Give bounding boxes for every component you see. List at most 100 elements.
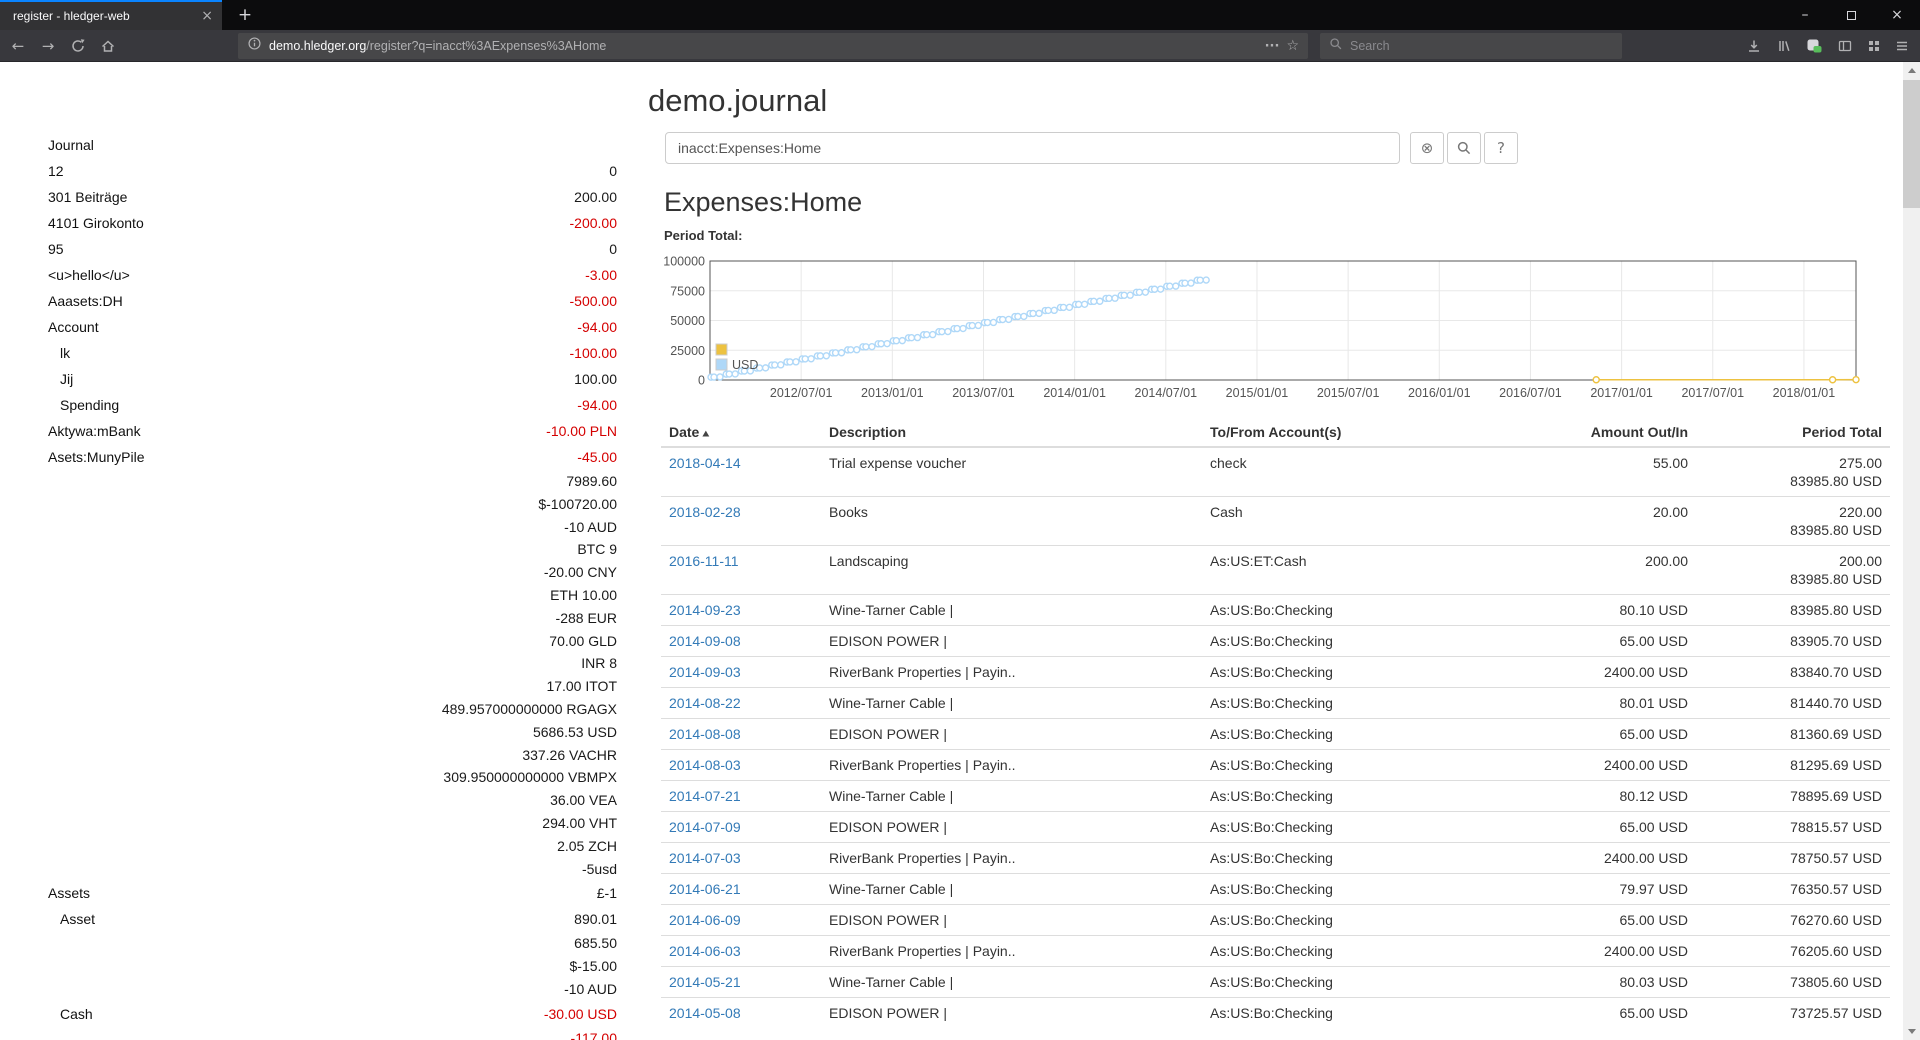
scroll-down-arrow[interactable] xyxy=(1903,1023,1920,1040)
account-link[interactable]: Aaasets:DH xyxy=(48,293,123,309)
page-actions-icon[interactable]: ··· xyxy=(1264,38,1280,54)
account-link[interactable]: Cash xyxy=(60,1005,93,1022)
browser-search-bar[interactable]: Search xyxy=(1320,33,1622,59)
register-row: 2014-09-08 EDISON POWER | As:US:Bo:Checkin… xyxy=(661,625,1890,657)
account-link[interactable]: Jij xyxy=(60,371,74,387)
search-submit-button[interactable] xyxy=(1447,132,1481,164)
period-total: 200.00 83985.80 USD xyxy=(1696,545,1890,595)
clear-circle-icon: ⊗ xyxy=(1420,139,1434,157)
transaction-description: Wine-Tarner Cable | xyxy=(821,687,1202,719)
transaction-date-link[interactable]: 2014-05-08 xyxy=(669,1005,741,1021)
register-row: 2014-08-22 Wine-Tarner Cable | As:US:Bo:Ch… xyxy=(661,687,1890,719)
transaction-description: Wine-Tarner Cable | xyxy=(821,966,1202,998)
transaction-description: EDISON POWER | xyxy=(821,904,1202,936)
reload-button[interactable] xyxy=(64,33,92,59)
query-input[interactable] xyxy=(665,132,1400,164)
extension-button[interactable] xyxy=(1800,33,1828,59)
scrollbar-thumb[interactable] xyxy=(1903,80,1920,208)
svg-text:2017/01/01: 2017/01/01 xyxy=(1590,386,1653,400)
window-maximize-button[interactable] xyxy=(1828,0,1874,30)
transaction-date-link[interactable]: 2014-08-22 xyxy=(669,695,741,711)
scroll-up-arrow[interactable] xyxy=(1903,62,1920,79)
new-tab-button[interactable]: + xyxy=(237,5,253,25)
home-icon xyxy=(101,40,115,52)
account-link[interactable]: Aktywa:mBank xyxy=(48,423,141,439)
search-placeholder: Search xyxy=(1350,39,1390,53)
register-table: Date ▲ Description To/From Account(s) Amo… xyxy=(661,421,1890,1028)
sidebar-account-row: 301 Beiträge 200.00 xyxy=(40,184,617,210)
transaction-date-link[interactable]: 2018-04-14 xyxy=(669,455,741,471)
site-info-icon[interactable] xyxy=(247,36,262,56)
url-bar[interactable]: demo.hledger.org/register?q=inacct%3AExp… xyxy=(238,33,1308,59)
account-balance: 100.00 xyxy=(574,371,617,387)
account-link[interactable]: Account xyxy=(48,319,99,335)
account-balance-line: 337.26 VACHR xyxy=(522,746,617,763)
grid-icon xyxy=(1869,41,1879,51)
account-balance-line: -10 AUD xyxy=(564,518,617,535)
register-row: 2014-06-21 Wine-Tarner Cable | As:US:Bo:Ch… xyxy=(661,873,1890,905)
account-balance: 0 xyxy=(609,163,617,179)
transaction-date-link[interactable]: 2014-07-03 xyxy=(669,850,741,866)
period-total: 73725.57 USD xyxy=(1696,997,1890,1028)
account-link[interactable]: 301 Beiträge xyxy=(48,189,128,205)
window-close-button[interactable]: × xyxy=(1874,0,1920,30)
download-button[interactable] xyxy=(1740,33,1768,59)
transaction-date-link[interactable]: 2014-07-09 xyxy=(669,819,741,835)
sidebar-account-row: Jij 100.00 xyxy=(40,366,617,392)
period-total-chart: 0 25000 50000 75000 100000 2012/07/01 2013/01/… xyxy=(663,255,1860,400)
transaction-amount: 80.10 USD xyxy=(1482,594,1696,626)
sidebar-journal-link[interactable]: Journal xyxy=(48,137,94,153)
sidebar-toggle-button[interactable] xyxy=(1831,33,1859,59)
transaction-date-link[interactable]: 2014-09-03 xyxy=(669,664,741,680)
account-balance-line: -288 EUR xyxy=(555,609,617,626)
transaction-date-link[interactable]: 2016-11-11 xyxy=(669,553,739,569)
transaction-date-link[interactable]: 2014-06-21 xyxy=(669,881,741,897)
download-icon xyxy=(1749,40,1759,52)
help-button[interactable]: ? xyxy=(1484,132,1518,164)
tab-close-icon[interactable]: × xyxy=(201,8,213,24)
sidebar-account-list: 12 0 301 Beiträge 200.00 4101 Girokonto -200.… xyxy=(40,158,617,1040)
transaction-description: EDISON POWER | xyxy=(821,997,1202,1028)
account-link[interactable]: 95 xyxy=(48,241,64,257)
transaction-date-link[interactable]: 2014-08-03 xyxy=(669,757,741,773)
register-row: 2014-07-03 RiverBank Properties | Payin..… xyxy=(661,842,1890,874)
account-link[interactable]: lk xyxy=(60,345,71,361)
forward-button[interactable]: → xyxy=(41,37,55,55)
account-link[interactable]: Asets:MunyPile xyxy=(48,449,145,465)
page-scrollbar[interactable] xyxy=(1903,62,1920,1040)
account-link[interactable]: 4101 Girokonto xyxy=(48,215,144,231)
svg-text:2013/01/01: 2013/01/01 xyxy=(861,386,924,400)
transaction-date-link[interactable]: 2018-02-28 xyxy=(669,504,741,520)
home-button[interactable] xyxy=(94,33,122,59)
clear-query-button[interactable]: ⊗ xyxy=(1410,132,1444,164)
transaction-date-link[interactable]: 2014-06-03 xyxy=(669,943,741,959)
account-link[interactable]: Assets xyxy=(48,885,91,902)
account-link[interactable]: Spending xyxy=(60,397,120,413)
url-text: demo.hledger.org/register?q=inacct%3AExp… xyxy=(269,39,1258,53)
transaction-date-link[interactable]: 2014-06-09 xyxy=(669,912,741,928)
transaction-date-link[interactable]: 2014-05-21 xyxy=(669,974,741,990)
transaction-date-link[interactable]: 2014-07-21 xyxy=(669,788,741,804)
account-link[interactable]: <u>hello</u> xyxy=(48,267,130,283)
library-icon xyxy=(1779,41,1790,52)
apps-button[interactable] xyxy=(1860,33,1888,59)
library-button[interactable] xyxy=(1770,33,1798,59)
transaction-date-link[interactable]: 2014-08-08 xyxy=(669,726,741,742)
period-total: 83840.70 USD xyxy=(1696,656,1890,688)
column-header-date[interactable]: Date ▲ xyxy=(661,421,821,448)
svg-text:2013/07/01: 2013/07/01 xyxy=(952,386,1015,400)
window-minimize-button[interactable]: – xyxy=(1782,0,1828,30)
back-button[interactable]: ← xyxy=(11,37,25,55)
account-link[interactable]: Asset xyxy=(60,911,96,928)
transaction-date-link[interactable]: 2014-09-08 xyxy=(669,633,741,649)
hamburger-menu-icon xyxy=(1897,41,1907,51)
transaction-amount: 65.00 USD xyxy=(1482,718,1696,750)
menu-button[interactable] xyxy=(1888,33,1916,59)
account-link[interactable]: 12 xyxy=(48,163,64,179)
browser-tab[interactable]: register - hledger-web × xyxy=(0,0,222,30)
account-balance-line: $-15.00 xyxy=(569,958,617,975)
transaction-date-link[interactable]: 2014-09-23 xyxy=(669,602,741,618)
svg-text:75000: 75000 xyxy=(670,284,705,298)
bookmark-star-icon[interactable]: ☆ xyxy=(1286,38,1299,54)
account-balance: 890.01 xyxy=(574,911,617,928)
